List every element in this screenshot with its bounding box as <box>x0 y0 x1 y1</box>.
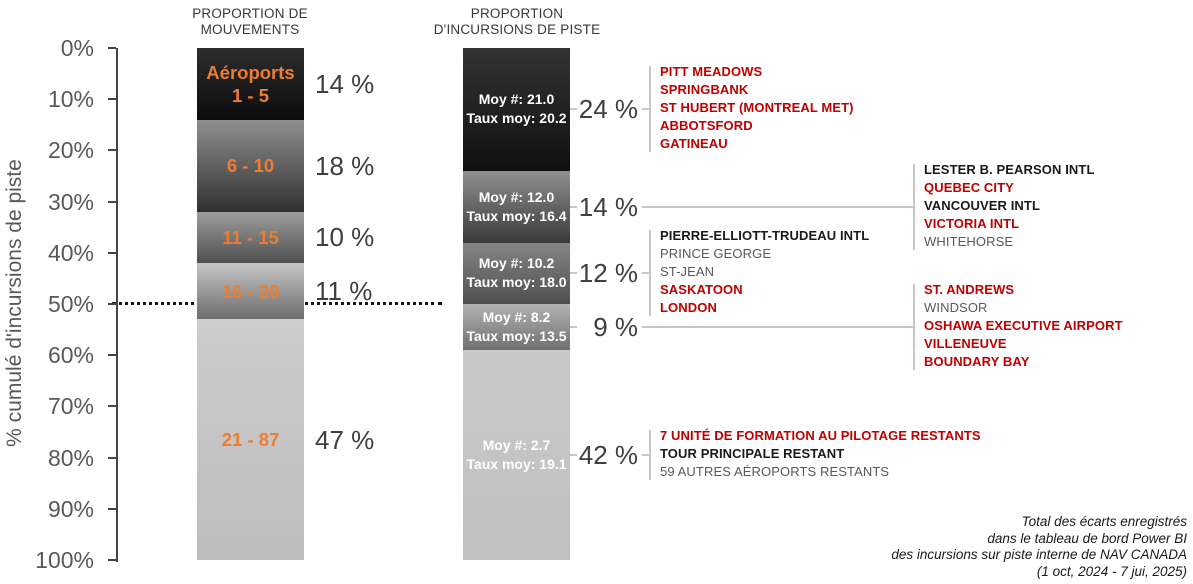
y-axis-line <box>116 48 118 562</box>
y-tick-mark <box>108 354 116 357</box>
bar-segment: Moy #: 21.0 Taux moy: 20.2 <box>463 48 570 171</box>
y-tick-label: 20% <box>47 137 94 164</box>
airport-list-item: OSHAWA EXECUTIVE AIRPORT <box>924 318 1123 334</box>
source-note: Total des écarts enregistrés dans le tabl… <box>891 514 1187 579</box>
airport-list-item: GATINEAU <box>660 136 728 152</box>
leader-line <box>642 454 649 457</box>
bar-segment: Moy #: 10.2 Taux moy: 18.0 <box>463 242 570 304</box>
y-tick-label: 50% <box>47 291 94 317</box>
y-tick-mark <box>108 303 116 305</box>
segment-percent-label: 42 % <box>578 440 638 471</box>
y-tick-label: 100% <box>35 547 94 573</box>
y-tick-mark <box>108 98 116 101</box>
y-tick-label: 40% <box>47 239 94 266</box>
airport-list-item: TOUR PRINCIPALE RESTANT <box>660 446 845 462</box>
list-bracket <box>649 430 651 480</box>
airport-list-item: 59 AUTRES AÉROPORTS RESTANTS <box>660 464 890 480</box>
airport-list-item: WHITEHORSE <box>924 233 1014 249</box>
bar-segment: Moy #: 8.2 Taux moy: 13.5 <box>463 304 570 351</box>
segment-percent-label: 11 % <box>315 276 373 307</box>
airport-list-item: ST. ANDREWS <box>924 282 1015 298</box>
leader-tick <box>570 454 577 457</box>
airport-list-item: ABBOTSFORD <box>660 118 753 134</box>
column-title: PROPORTION D'INCURSIONS DE PISTE <box>433 6 601 37</box>
airport-list-item: ST HUBERT (MONTREAL MET) <box>660 100 854 116</box>
segment-percent-label: 12 % <box>578 258 638 289</box>
segment-percent-label: 14 % <box>315 68 375 99</box>
list-bracket <box>649 66 651 153</box>
airport-list: PIERRE-ELLIOTT-TRUDEAU INTL PRINCE GEORGE… <box>660 227 869 317</box>
airport-list-item: PIERRE-ELLIOTT-TRUDEAU INTL <box>660 228 870 244</box>
airport-list-item: QUEBEC CITY <box>924 179 1014 195</box>
airport-list-item: VICTORIA INTL <box>924 215 1020 231</box>
y-tick-label: 80% <box>47 444 94 471</box>
bar-segment: Moy #: 2.7 Taux moy: 19.1 <box>463 350 570 560</box>
y-tick-mark <box>108 47 116 49</box>
column-title: PROPORTION DE MOUVEMENTS <box>192 6 308 37</box>
airport-list-item: BOUNDARY BAY <box>924 354 1030 370</box>
airport-list-item: VILLENEUVE <box>924 336 1007 352</box>
bar-segment: Aéroports 1 - 5 <box>197 48 304 120</box>
list-bracket <box>913 163 915 250</box>
y-tick-mark <box>108 559 116 561</box>
leader-line <box>642 326 913 329</box>
y-tick-label: 0% <box>60 35 94 61</box>
y-tick-mark <box>108 456 116 459</box>
y-axis-title: % cumulé d'incursions de piste <box>3 159 26 447</box>
leader-tick <box>570 108 577 111</box>
segment-percent-label: 24 % <box>578 94 638 125</box>
airport-list: LESTER B. PEARSON INTL QUEBEC CITY VANCOUV… <box>924 161 1095 251</box>
y-tick-label: 90% <box>47 495 94 522</box>
airport-list: 7 UNITÉ DE FORMATION AU PILOTAGE RESTANT… <box>660 427 981 481</box>
airport-list-item: WINDSOR <box>924 300 988 316</box>
bar-segment: 6 - 10 <box>197 119 304 212</box>
leader-line <box>642 272 649 275</box>
leader-tick <box>570 272 577 275</box>
bar-segment: 11 - 15 <box>197 211 304 264</box>
y-tick-mark <box>108 507 116 510</box>
y-tick-label: 30% <box>47 188 94 215</box>
bar-segment: 16 - 20 <box>197 263 304 320</box>
y-tick-mark <box>108 251 116 254</box>
segment-percent-label: 14 % <box>578 191 638 222</box>
airport-list-item: LONDON <box>660 300 717 316</box>
segment-percent-label: 47 % <box>315 424 375 455</box>
list-bracket <box>649 230 651 317</box>
leader-tick <box>570 326 577 329</box>
airport-list-item: LESTER B. PEARSON INTL <box>924 161 1095 177</box>
y-tick-mark <box>108 200 116 203</box>
y-tick-label: 70% <box>47 393 94 420</box>
airport-list-item: PITT MEADOWS <box>660 64 763 80</box>
list-bracket <box>913 284 915 371</box>
bar-segment: 21 - 87 <box>197 319 304 560</box>
leader-line <box>642 108 649 111</box>
leader-tick <box>570 205 577 208</box>
segment-percent-label: 18 % <box>315 150 375 181</box>
segment-percent-label: 10 % <box>315 222 375 253</box>
airport-list: PITT MEADOWS SPRINGBANK ST HUBERT (MONTREA… <box>660 63 854 153</box>
airport-list-item: SASKATOON <box>660 282 743 298</box>
airport-list-item: PRINCE GEORGE <box>660 246 772 262</box>
airport-list-item: 7 UNITÉ DE FORMATION AU PILOTAGE RESTANT… <box>660 428 981 444</box>
airport-list-item: VANCOUVER INTL <box>924 197 1040 213</box>
leader-line <box>642 205 913 208</box>
y-tick-mark <box>108 405 116 408</box>
airport-list-item: SPRINGBANK <box>660 82 749 98</box>
y-tick-mark <box>108 149 116 152</box>
airport-list-item: ST-JEAN <box>660 264 715 280</box>
y-tick-label: 60% <box>47 342 94 369</box>
y-tick-label: 10% <box>47 86 94 113</box>
bar-segment: Moy #: 12.0 Taux moy: 16.4 <box>463 170 570 243</box>
segment-percent-label: 9 % <box>593 312 638 343</box>
airport-list: ST. ANDREWS WINDSOR OSHAWA EXECUTIVE AIRPO… <box>924 281 1123 371</box>
